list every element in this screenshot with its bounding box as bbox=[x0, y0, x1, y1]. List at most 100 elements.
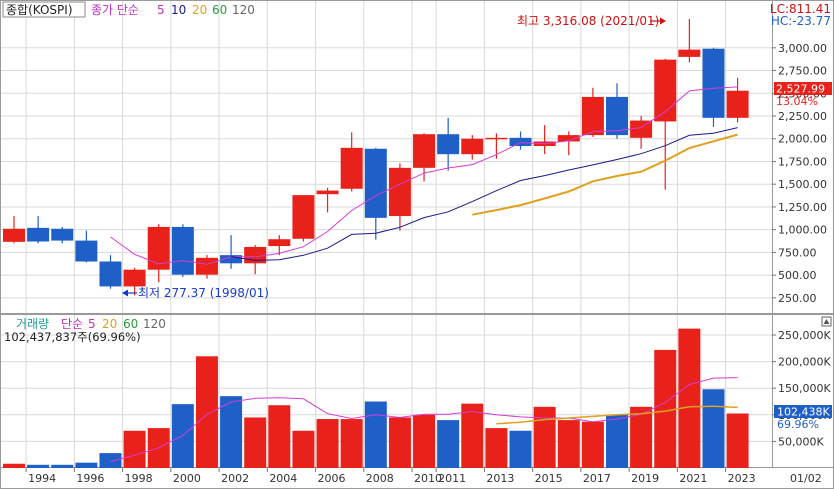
candle-body bbox=[557, 135, 580, 142]
current-price-badge bbox=[774, 82, 832, 95]
candle-body bbox=[75, 240, 98, 262]
candle-body bbox=[654, 59, 677, 122]
volume-tick-label: 50,000K bbox=[778, 435, 824, 448]
x-tick-label: 2010 bbox=[414, 472, 442, 485]
ma-legend-20[interactable]: 20 bbox=[192, 3, 207, 17]
ma-legend-120[interactable]: 120 bbox=[232, 3, 255, 17]
volume-bar bbox=[75, 462, 98, 468]
candle-body bbox=[702, 48, 725, 118]
x-tick-label: 2021 bbox=[679, 472, 707, 485]
volume-bar bbox=[171, 404, 194, 468]
x-tick-label: 2004 bbox=[269, 472, 297, 485]
candle-body bbox=[220, 255, 243, 264]
candle-body bbox=[437, 134, 460, 155]
candle-body bbox=[147, 226, 170, 270]
low-arrow-icon bbox=[122, 289, 128, 297]
x-tick-label: 1996 bbox=[76, 472, 104, 485]
ma-legend-10[interactable]: 10 bbox=[171, 3, 186, 17]
price-tick-label: 500.00 bbox=[778, 269, 817, 282]
symbol-label[interactable]: 종합(KOSPI) bbox=[6, 3, 73, 17]
candle-body bbox=[630, 120, 653, 138]
candle-body bbox=[268, 239, 291, 247]
price-y-axis: 3,000.002,750.002,500.002,250.002,000.00… bbox=[772, 42, 827, 305]
x-tick-label: 2015 bbox=[535, 472, 563, 485]
price-ma10-line bbox=[231, 127, 738, 261]
current-volume-badge bbox=[774, 405, 832, 418]
volume-bar bbox=[123, 430, 146, 468]
volume-bar bbox=[195, 356, 218, 468]
candle-body bbox=[27, 227, 50, 242]
volume-bar bbox=[461, 403, 484, 468]
current-volume-pct: 69.96% bbox=[777, 418, 819, 431]
price-tick-label: 750.00 bbox=[778, 246, 817, 259]
volume-bar bbox=[485, 428, 508, 468]
candle-body bbox=[726, 90, 749, 118]
x-tick-label: 2008 bbox=[366, 472, 394, 485]
volume-bar bbox=[654, 349, 677, 468]
candle-body bbox=[678, 49, 701, 57]
volume-ma5-line bbox=[110, 377, 738, 463]
candle-body bbox=[413, 134, 436, 168]
price-tick-label: 1,250.00 bbox=[778, 201, 827, 214]
volume-ma-legend-120[interactable]: 120 bbox=[143, 317, 166, 331]
candle-body bbox=[340, 147, 363, 189]
x-tick-label: 2006 bbox=[318, 472, 346, 485]
moving-average-lines bbox=[110, 86, 738, 463]
ma-legend-60[interactable]: 60 bbox=[212, 3, 227, 17]
high-arrow-icon bbox=[660, 17, 666, 25]
candle-body bbox=[99, 261, 122, 287]
candle-body bbox=[3, 228, 25, 242]
price-axis-frame bbox=[772, 0, 834, 314]
candle-body bbox=[606, 96, 628, 136]
current-price-value: 2,527.99 bbox=[776, 83, 825, 96]
volume-bar bbox=[388, 417, 411, 468]
current-price-change: 13.04% bbox=[776, 95, 818, 108]
volume-bar bbox=[606, 414, 628, 468]
high-annotation: 최고 3,316.08 (2021/01) bbox=[517, 14, 659, 28]
volume-bar bbox=[702, 389, 725, 468]
ma-legend-label[interactable]: 종가 단순 bbox=[91, 3, 139, 17]
price-tick-label: 1,000.00 bbox=[778, 224, 827, 237]
volume-legend-title[interactable]: 거래량 bbox=[16, 317, 49, 331]
volume-ma-legend-20[interactable]: 20 bbox=[102, 317, 117, 331]
volume-ma-legend-5[interactable]: 5 bbox=[88, 317, 96, 331]
candle-body bbox=[292, 195, 315, 239]
price-tick-label: 1,750.00 bbox=[778, 155, 827, 168]
current-volume-value: 102,438K bbox=[777, 406, 830, 419]
volume-bar bbox=[27, 464, 50, 468]
symbol-box[interactable] bbox=[2, 1, 86, 18]
price-tick-label: 1,500.00 bbox=[778, 178, 827, 191]
lc-label: LC:811.41 bbox=[770, 2, 831, 16]
price-ma20-line bbox=[472, 133, 738, 216]
price-tick-label: 2,750.00 bbox=[778, 65, 827, 78]
x-tick-label: 2013 bbox=[486, 472, 514, 485]
volume-latest-value: 102,437,837주(69.96%) bbox=[4, 330, 141, 344]
price-tick-label: 2,000.00 bbox=[778, 133, 827, 146]
x-tick-label: 2019 bbox=[631, 472, 659, 485]
volume-axis-frame bbox=[772, 314, 834, 468]
volume-tick-label: 150,000K bbox=[778, 382, 831, 395]
volume-ma-legend-60[interactable]: 60 bbox=[123, 317, 138, 331]
candle-body bbox=[388, 167, 411, 217]
volume-ma20-line bbox=[496, 405, 738, 425]
candle-body bbox=[509, 137, 532, 147]
volume-settings-glyph bbox=[823, 319, 830, 324]
price-candles bbox=[3, 19, 749, 296]
x-axis-right-label: 01/02 bbox=[790, 472, 822, 485]
volume-bar bbox=[413, 414, 436, 468]
x-tick-label: 2017 bbox=[583, 472, 611, 485]
volume-bar bbox=[316, 419, 339, 468]
volume-bar bbox=[581, 421, 604, 468]
candle-body bbox=[461, 138, 484, 155]
volume-bar bbox=[364, 401, 387, 468]
volume-ma-label[interactable]: 단순 bbox=[61, 317, 83, 331]
ma-legend-5[interactable]: 5 bbox=[157, 3, 165, 17]
x-tick-label: 2002 bbox=[221, 472, 249, 485]
price-ma5-line bbox=[110, 86, 738, 265]
candle-body bbox=[364, 148, 387, 218]
price-tick-label: 250.00 bbox=[778, 292, 817, 305]
x-tick-label: 2011 bbox=[438, 472, 466, 485]
volume-bar bbox=[292, 430, 315, 468]
x-axis: 1994 1996 1998 2000 2002 2004 2006 2008 20102011… bbox=[25, 467, 756, 485]
